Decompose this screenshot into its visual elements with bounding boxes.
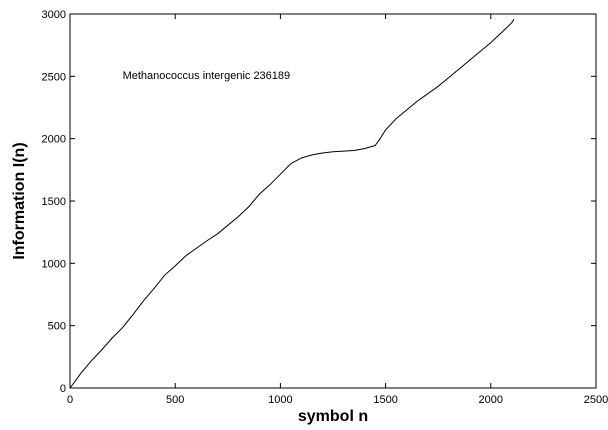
y-tick-label-6: 3000 xyxy=(42,9,66,21)
y-tick-label-1: 500 xyxy=(48,321,66,333)
series-line-0 xyxy=(69,18,515,389)
y-tick-label-2: 1000 xyxy=(42,258,66,270)
y-tick-label-4: 2000 xyxy=(42,134,66,146)
x-axis-label: symbol n xyxy=(298,408,368,425)
y-tick-label-3: 1500 xyxy=(42,196,66,208)
x-tick-label-1: 500 xyxy=(166,394,184,406)
y-axis-label: Information I(n) xyxy=(11,142,28,259)
x-tick-label-5: 2500 xyxy=(584,394,608,406)
annotation-text: Methanococcus intergenic 236189 xyxy=(123,70,291,82)
x-tick-label-4: 2000 xyxy=(479,394,503,406)
x-tick-label-3: 1500 xyxy=(373,394,397,406)
plot-area xyxy=(69,18,515,389)
x-tick-label-0: 0 xyxy=(67,394,73,406)
tick-labels: 0 500 1000 1500 2000 2500 0 500 1000 1500 2000 2500… xyxy=(42,9,608,406)
y-tick-label-5: 2500 xyxy=(42,71,66,83)
x-tick-label-2: 1000 xyxy=(268,394,292,406)
tick-marks xyxy=(69,13,597,389)
y-tick-label-0: 0 xyxy=(60,383,66,395)
